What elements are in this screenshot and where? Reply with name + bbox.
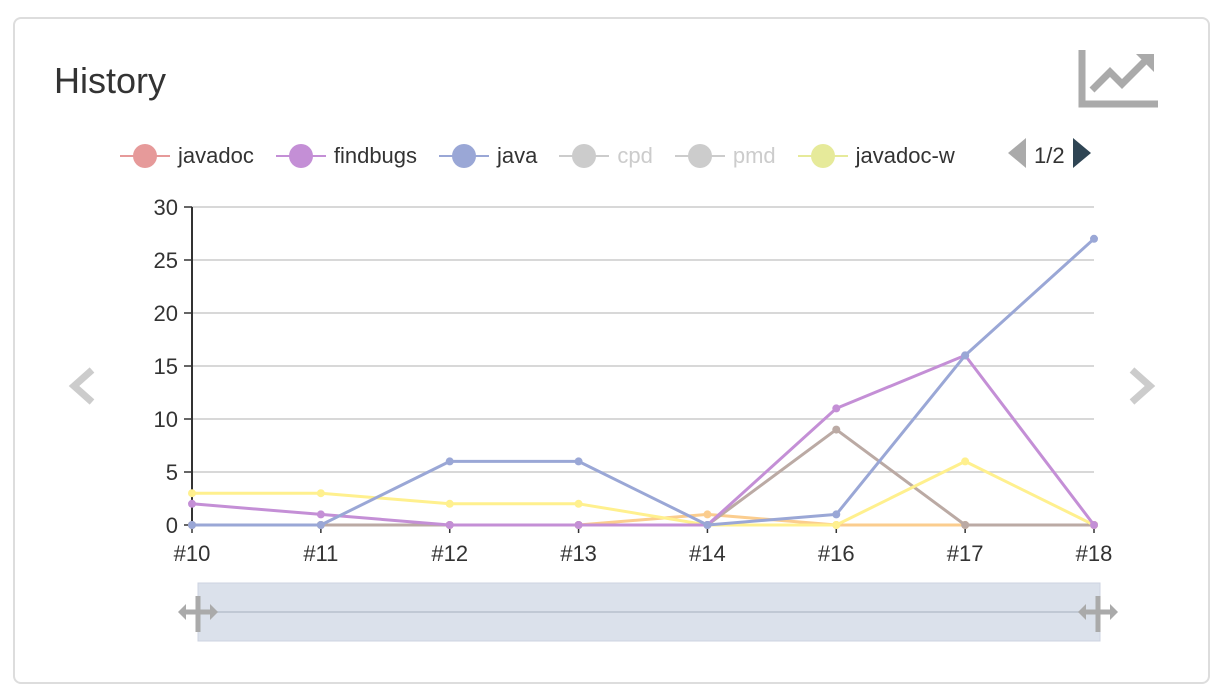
legend-item-findbugs[interactable]: findbugs [275, 142, 418, 170]
chevron-left-icon[interactable] [66, 366, 98, 411]
handle-arrow [1078, 604, 1086, 620]
legend-symbol [797, 144, 848, 168]
legend-label: javadoc [178, 143, 254, 168]
legend-item-javadoc[interactable]: javadoc [120, 142, 254, 170]
legend-symbol [120, 144, 170, 168]
legend-label: findbugs [333, 143, 418, 168]
legend-symbol [674, 144, 725, 168]
legend-label: cpd [617, 143, 653, 168]
legend-item-java[interactable]: java [439, 142, 537, 170]
triangle-right-icon[interactable] [1072, 138, 1091, 174]
legend-label: javadoc-w [855, 143, 955, 168]
legend-symbol [439, 144, 490, 168]
handle-arrow [210, 604, 218, 620]
chevron-right-icon[interactable] [1126, 366, 1158, 411]
chart-legend: javadoc findbugs java cpd pmd javadoc-w [120, 140, 998, 172]
legend-label: java [497, 143, 538, 168]
legend-item-cpd[interactable]: cpd [559, 142, 653, 170]
panel-title: History [54, 60, 167, 101]
legend-page-indicator: 1/2 [1034, 143, 1065, 168]
trend-chart-icon[interactable] [1078, 46, 1162, 110]
legend-symbol [559, 144, 610, 168]
legend-pager: 1/2 [1008, 138, 1091, 174]
legend-item-pmd[interactable]: pmd [674, 142, 776, 170]
triangle-left-icon[interactable] [1008, 138, 1026, 174]
handle-arrow [1110, 604, 1118, 620]
legend-item-javadoc-w[interactable]: javadoc-w [797, 142, 955, 170]
legend-label: pmd [732, 143, 776, 168]
data-zoom-slider[interactable] [178, 582, 1118, 642]
handle-arrow [178, 604, 186, 620]
resize-handle-icon[interactable] [1078, 596, 1118, 632]
legend-symbol [275, 144, 326, 168]
resize-handle-icon[interactable] [178, 596, 218, 632]
